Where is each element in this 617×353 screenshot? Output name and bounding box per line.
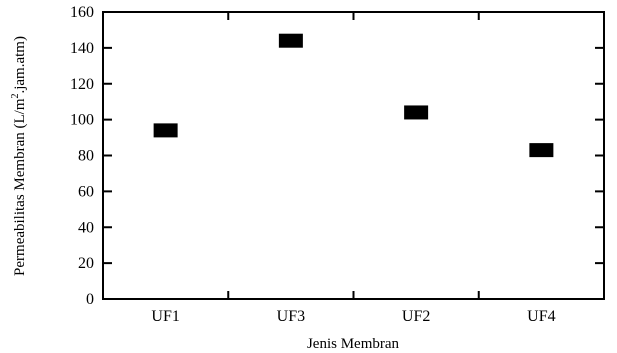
y-tick-label: 120	[70, 76, 94, 93]
y-tick-label: 60	[78, 183, 94, 200]
data-point-marker	[529, 143, 554, 158]
y-tick-label: 40	[78, 219, 94, 236]
x-category-label: UF2	[402, 308, 430, 325]
y-tick-label: 0	[86, 291, 94, 308]
plot-frame	[102, 11, 605, 300]
y-tick-label: 20	[78, 255, 94, 272]
y-axis-ticks: 0 20 40 60 80 100 120 140 160	[70, 4, 604, 308]
y-tick-label: 80	[78, 148, 94, 165]
y-axis-title: Permeabilitas Membran (L/m2.jam.atm)	[10, 36, 28, 276]
y-axis-title-main: Permeabilitas Membran (L/m	[12, 98, 28, 276]
y-axis-title-superscript: 2	[10, 94, 21, 99]
x-axis-ticks: UF1 UF3 UF2 UF4	[151, 12, 556, 325]
data-point-marker	[404, 105, 429, 120]
data-points	[153, 33, 554, 158]
x-category-label: UF1	[151, 308, 179, 325]
data-point-marker	[153, 123, 178, 138]
x-axis-title: Jenis Membran	[307, 336, 400, 352]
y-tick-label: 160	[70, 4, 94, 21]
data-point-marker	[278, 33, 303, 48]
y-tick-label: 140	[70, 40, 94, 57]
y-tick-label: 100	[70, 112, 94, 129]
y-axis-title-tail: .jam.atm)	[12, 36, 28, 93]
x-category-label: UF3	[277, 308, 305, 325]
x-category-label: UF4	[527, 308, 555, 325]
